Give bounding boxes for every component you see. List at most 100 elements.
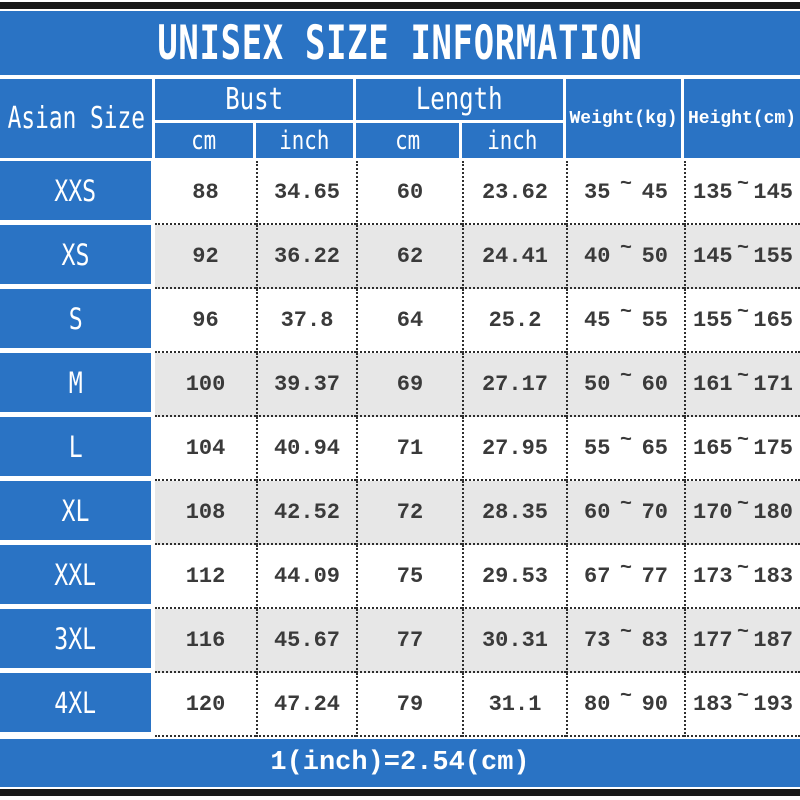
bust-inch-cell: 36.22: [256, 225, 356, 289]
weight-range-cell: 80 ~ 90: [566, 673, 684, 737]
col-header-length-cm: cm: [356, 123, 462, 158]
size-label: 3XL: [54, 621, 97, 656]
tilde-separator: ~: [736, 172, 749, 196]
tilde-separator: ~: [736, 300, 749, 324]
size-cell: XXL: [0, 545, 155, 609]
tilde-separator: ~: [736, 236, 749, 260]
size-cell: XL: [0, 481, 155, 545]
length-cm-value: 69: [396, 371, 424, 397]
col-header-length: Length: [356, 79, 566, 123]
weight-min-value: 73: [584, 627, 611, 653]
length-inch-cell: 27.17: [462, 353, 566, 417]
col-header-height: Height(cm): [684, 79, 800, 158]
length-cm-cell: 60: [356, 161, 462, 225]
height-min-value: 145: [693, 243, 733, 269]
length-inch-value: 27.95: [481, 435, 548, 461]
bust-cm-value: 96: [192, 307, 219, 333]
bust-inch-cell: 39.37: [256, 353, 356, 417]
col-header-bust-cm: cm: [155, 123, 256, 158]
height-max-value: 175: [753, 435, 793, 461]
bust-cm-cell: 120: [155, 673, 256, 737]
weight-min-value: 55: [584, 435, 611, 461]
size-label: 4XL: [54, 685, 97, 720]
size-cell: XS: [0, 225, 155, 289]
height-range-cell: 177 ~ 187: [684, 609, 800, 673]
size-label: XS: [61, 237, 90, 272]
size-label: S: [68, 301, 83, 336]
height-min-value: 173: [693, 563, 733, 589]
bust-cm-value: 100: [185, 371, 226, 397]
table-row: XS 92 36.22 62 24.41 40 ~ 50 145 ~ 1: [0, 225, 800, 289]
table-body: XXS 88 34.65 60 23.62 35 ~ 45 135 ~: [0, 161, 800, 737]
bust-inch-value: 37.8: [280, 307, 334, 333]
length-cm-value: 75: [396, 563, 424, 589]
weight-min-value: 40: [584, 243, 611, 269]
bust-cm-cell: 116: [155, 609, 256, 673]
height-range-cell: 173 ~ 183: [684, 545, 800, 609]
length-cm-cell: 64: [356, 289, 462, 353]
bust-inch-cell: 44.09: [256, 545, 356, 609]
height-min-value: 165: [693, 435, 733, 461]
weight-min-value: 45: [584, 307, 611, 333]
length-inch-value: 30.31: [481, 627, 548, 653]
conversion-note: 1(inch)=2.54(cm): [270, 748, 530, 778]
length-label: Length: [416, 82, 503, 117]
bust-cm-cell: 100: [155, 353, 256, 417]
weight-range-cell: 67 ~ 77: [566, 545, 684, 609]
tilde-separator: ~: [619, 556, 632, 580]
bust-inch-cell: 34.65: [256, 161, 356, 225]
weight-label: Weight(kg): [569, 108, 678, 129]
table-row: L 104 40.94 71 27.95 55 ~ 65 165 ~ 1: [0, 417, 800, 481]
length-cm-cell: 71: [356, 417, 462, 481]
length-cm-cell: 62: [356, 225, 462, 289]
bust-inch-value: 44.09: [273, 563, 340, 589]
bust-cm-cell: 92: [155, 225, 256, 289]
bust-cm-cell: 88: [155, 161, 256, 225]
asian-size-label: Asian Size: [7, 101, 145, 136]
bust-cm-value: 120: [185, 691, 226, 717]
table-row: XXL 112 44.09 75 29.53 67 ~ 77 173 ~: [0, 545, 800, 609]
weight-max-value: 77: [641, 563, 668, 589]
height-range-cell: 183 ~ 193: [684, 673, 800, 737]
height-range-cell: 145 ~ 155: [684, 225, 800, 289]
height-min-value: 177: [693, 627, 733, 653]
length-inch-cell: 23.62: [462, 161, 566, 225]
length-inch-cell: 25.2: [462, 289, 566, 353]
size-label: L: [68, 429, 83, 464]
weight-max-value: 55: [641, 307, 668, 333]
size-label: XXL: [54, 557, 97, 592]
size-label: XL: [61, 493, 90, 528]
tilde-separator: ~: [619, 300, 632, 324]
weight-range-cell: 45 ~ 55: [566, 289, 684, 353]
bust-inch-value: 40.94: [273, 435, 340, 461]
bust-inch-value: 39.37: [273, 371, 340, 397]
bust-inch-cell: 42.52: [256, 481, 356, 545]
col-header-bust: Bust: [155, 79, 356, 123]
size-cell: 3XL: [0, 609, 155, 673]
bust-cm-cell: 96: [155, 289, 256, 353]
height-min-value: 155: [693, 307, 733, 333]
bust-inch-value: 34.65: [273, 179, 340, 205]
tilde-separator: ~: [736, 556, 749, 580]
size-cell: XXS: [0, 161, 155, 225]
length-cm-value: 71: [396, 435, 424, 461]
weight-min-value: 80: [584, 691, 611, 717]
length-cm-cell: 79: [356, 673, 462, 737]
height-range-cell: 170 ~ 180: [684, 481, 800, 545]
length-cm-value: 77: [396, 627, 424, 653]
bust-inch-value: 45.67: [273, 627, 340, 653]
weight-max-value: 50: [641, 243, 668, 269]
length-cm-cell: 72: [356, 481, 462, 545]
bust-cm-value: 88: [192, 179, 219, 205]
tilde-separator: ~: [736, 492, 749, 516]
length-inch-value: 25.2: [488, 307, 542, 333]
weight-max-value: 60: [641, 371, 668, 397]
height-min-value: 170: [693, 499, 733, 525]
page-title: UNISEX SIZE INFORMATION: [157, 15, 643, 71]
length-inch-cell: 28.35: [462, 481, 566, 545]
bust-cm-cell: 112: [155, 545, 256, 609]
height-min-value: 161: [693, 371, 733, 397]
height-min-value: 183: [693, 691, 733, 717]
size-cell: M: [0, 353, 155, 417]
bust-inch-cell: 47.24: [256, 673, 356, 737]
